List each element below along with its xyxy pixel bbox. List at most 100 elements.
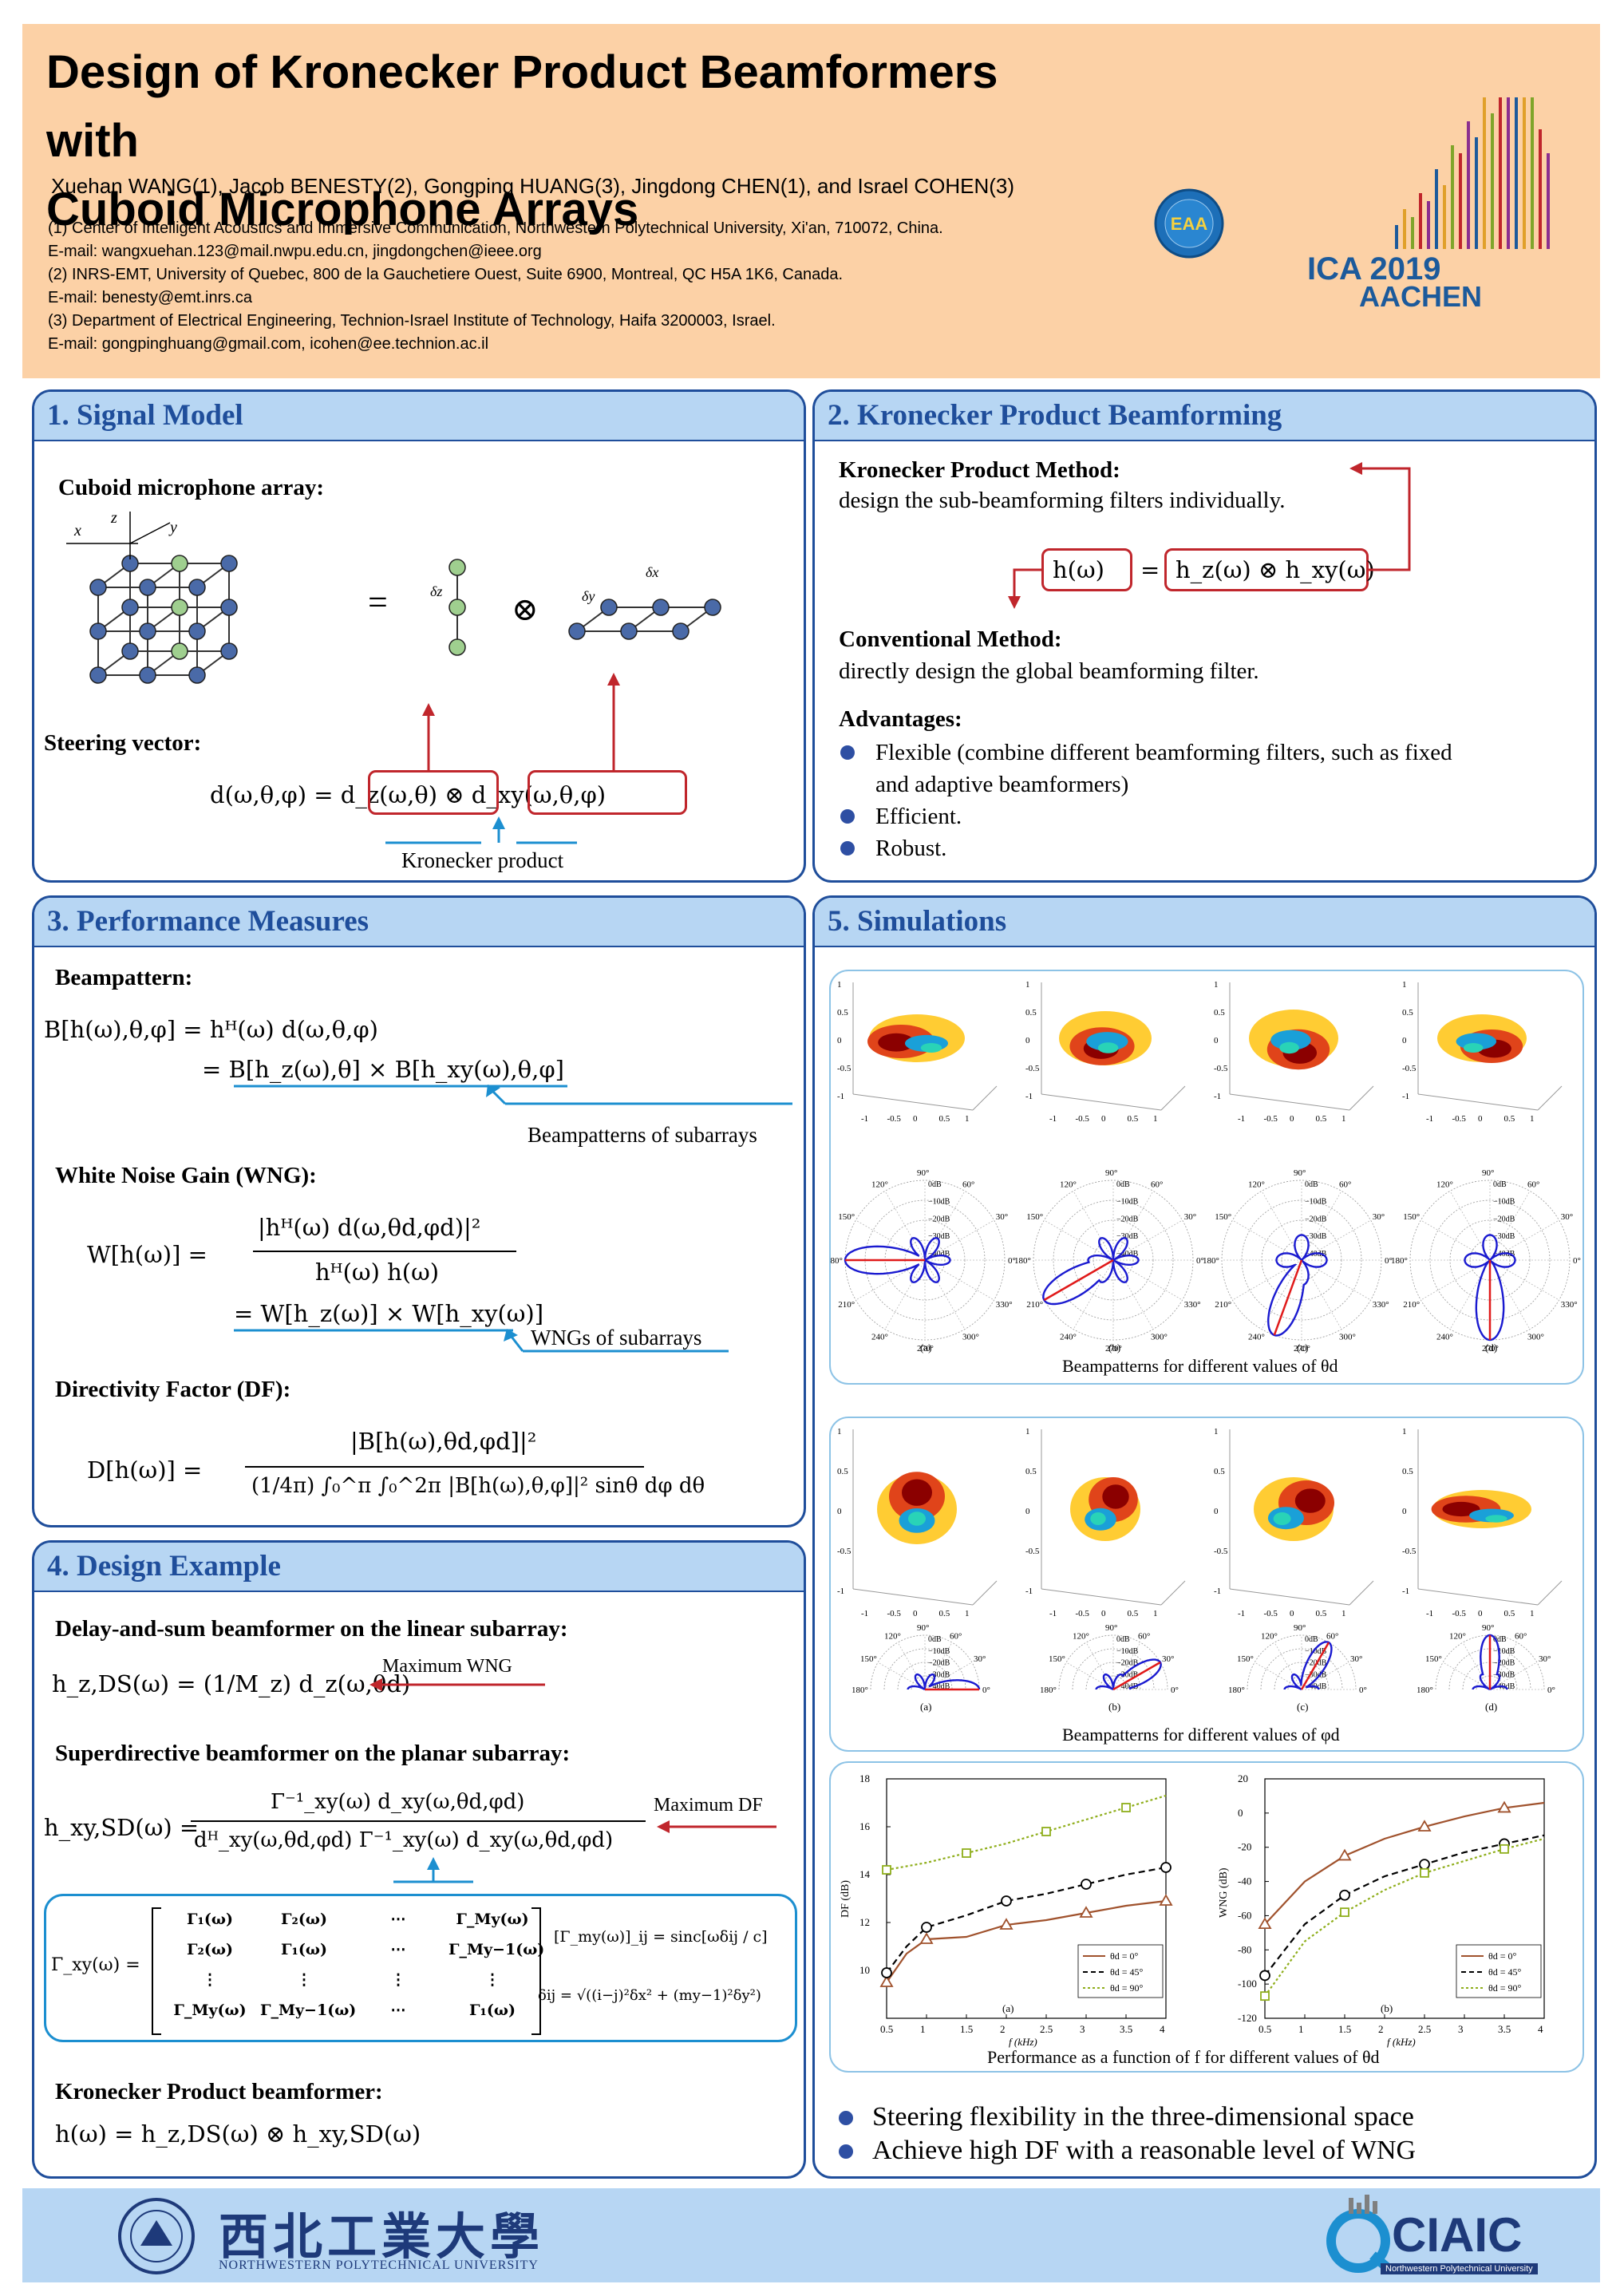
svg-text:AACHEN: AACHEN <box>1359 280 1482 313</box>
mesh-axis <box>1160 1580 1186 1606</box>
polar-angle-label: 0° <box>1008 1256 1016 1266</box>
section-kp-beamforming: 2. Kronecker Product Beamforming Kroneck… <box>812 389 1597 883</box>
polar-spoke <box>1442 1662 1491 1690</box>
polar-angle-label: 180° <box>852 1685 868 1695</box>
y-axis-label: y <box>168 519 177 536</box>
polar-spoke <box>924 1191 966 1261</box>
series-line <box>1264 1837 1545 1997</box>
fraction-bar <box>191 1820 646 1822</box>
polar-spoke <box>1462 1642 1491 1690</box>
svg-text:EAA: EAA <box>1171 214 1208 234</box>
mesh-tick: 1 <box>837 1427 842 1436</box>
subplot-label: (d) <box>1485 1342 1497 1353</box>
df-numerator: |B[h(ω),θd,φd]|² <box>350 1428 537 1455</box>
kp-equation: h(ω) = h_z,DS(ω) ⊗ h_xy,SD(ω) <box>55 2120 421 2148</box>
polar-db-label: 0dB <box>1116 1180 1130 1189</box>
polar-angle-label: 300° <box>1527 1332 1544 1342</box>
polar-angle-label: 30° <box>1184 1212 1196 1222</box>
beampattern-label: Beampattern: <box>55 965 193 990</box>
polar-db-label: −10dB <box>1493 1647 1515 1656</box>
kronecker-note: Kronecker product <box>401 848 564 872</box>
polar-pattern <box>1042 1237 1140 1306</box>
data-point <box>1420 1867 1429 1878</box>
university-name-en: NORTHWESTERN POLYTECHNICAL UNIVERSITY <box>219 2258 539 2272</box>
x-tick-label: 3.5 <box>1498 2023 1511 2035</box>
mesh-tick: -1 <box>1025 1587 1033 1596</box>
ica-bar <box>1499 97 1502 249</box>
gamma-cell: Γ₂(ω) <box>187 1941 233 1958</box>
polar-angle-label: 30° <box>1539 1654 1551 1664</box>
polar-angle-label: 90° <box>1482 1168 1494 1178</box>
sidelobe <box>908 1512 926 1526</box>
data-point <box>999 1918 1014 1930</box>
mesh-axis <box>1229 1588 1350 1606</box>
gamma-cell: Γ_My−1(ω) <box>448 1941 545 1958</box>
polar-angle-label: 330° <box>1561 1300 1578 1310</box>
polar-spoke <box>1112 1191 1154 1261</box>
mesh-tick: -1 <box>1049 1114 1057 1124</box>
gamma-cell: ⋮ <box>296 1971 312 1989</box>
ica-bar <box>1403 209 1406 249</box>
microphone-node <box>139 579 156 596</box>
bp-equation-1: B[h(ω),θ,φ] = hᴴ(ω) d(ω,θ,φ) <box>44 1016 378 1043</box>
mesh-axis <box>1537 1580 1563 1606</box>
polar-angle-label: 120° <box>884 1631 901 1641</box>
x-tick-label: 1 <box>920 2023 926 2035</box>
mesh-tick: 1 <box>1530 1609 1535 1618</box>
y-tick-label: -80 <box>1238 1943 1251 1955</box>
polar-spoke <box>1112 1259 1154 1330</box>
polar-db-label: −20dB <box>1116 1659 1139 1668</box>
polar-angle-label: 120° <box>1261 1631 1278 1641</box>
polar-angle-label: 60° <box>1151 1180 1163 1190</box>
gamma-cell: ⋮ <box>484 1971 500 1989</box>
mesh-tick: 1 <box>1025 980 1030 990</box>
x-tick-label: 2.5 <box>1418 2023 1431 2035</box>
mesh-axis <box>972 1580 998 1606</box>
gamma-cell: ⋮ <box>202 1971 218 1989</box>
mesh-tick: 0 <box>1214 1507 1219 1516</box>
delta-y-label: δy <box>582 588 595 604</box>
steering-arrow <box>1273 1259 1303 1336</box>
subplot-label: (b) <box>1108 1701 1120 1713</box>
bullet <box>840 745 855 760</box>
sidelobe <box>1279 1041 1299 1054</box>
microphone-node <box>672 622 690 640</box>
kronecker-symbol: ⊗ <box>512 591 539 627</box>
polar-db-label: 0dB <box>928 1180 942 1189</box>
fraction-bar <box>245 1466 644 1468</box>
legend-entry: θd = 0° <box>1488 1950 1517 1962</box>
mesh-tick: 0 <box>1214 1036 1219 1045</box>
microphone-node <box>121 599 139 616</box>
mesh-tick: 0 <box>1290 1114 1294 1124</box>
wng-numerator: |hᴴ(ω) d(ω,θd,φd)|² <box>258 1214 481 1241</box>
microphone-node <box>652 599 670 616</box>
polar-angle-label: 210° <box>1403 1300 1420 1310</box>
polar-angle-label: 240° <box>871 1332 888 1342</box>
mesh-tick: -0.5 <box>837 1547 852 1556</box>
equals-symbol: = <box>368 583 388 622</box>
data-point <box>1001 1895 1012 1907</box>
sidelobe <box>1097 1042 1119 1053</box>
y-tick-label: -60 <box>1238 1909 1251 1921</box>
z-axis-label: z <box>110 512 117 527</box>
data-point <box>1259 1970 1270 1982</box>
polar-db-label: −30dB <box>928 1232 950 1241</box>
mainlobe-peak <box>878 1033 915 1052</box>
microphone-node <box>188 666 206 684</box>
ica-bar <box>1539 129 1542 249</box>
legend-box <box>1456 1944 1542 1998</box>
microphone-node <box>188 579 206 596</box>
microphone-node <box>89 622 107 640</box>
x-tick-label: 2 <box>1378 2023 1384 2035</box>
bp-equation-2: = B[h_z(ω),θ] × B[h_xy(ω),θ,φ] <box>202 1056 564 1083</box>
ica-bar <box>1475 137 1478 249</box>
polar-angle-label: 150° <box>1026 1212 1043 1222</box>
sidelobe <box>1485 1515 1507 1523</box>
polar-ring <box>864 1199 986 1321</box>
polar-angle-label: 330° <box>1184 1300 1201 1310</box>
polar-angle-label: 330° <box>1373 1300 1389 1310</box>
polar-angle-label: 300° <box>1151 1332 1168 1342</box>
sidelobe <box>920 1043 942 1053</box>
microphone-node <box>89 579 107 596</box>
data-point <box>1081 1879 1092 1890</box>
